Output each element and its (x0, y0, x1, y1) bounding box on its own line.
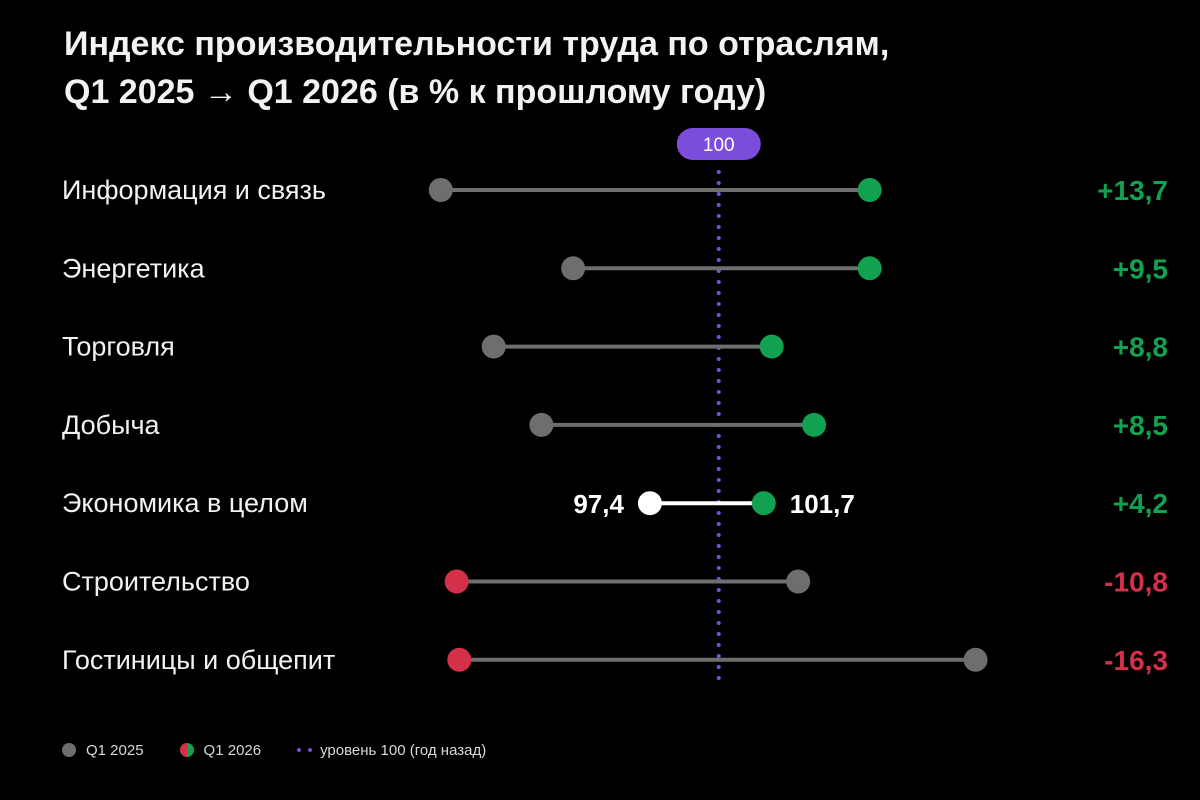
q2025-point (637, 491, 662, 516)
q2026-point (751, 491, 776, 516)
q2026-point (759, 334, 784, 359)
legend-q2025-marker (62, 743, 76, 757)
legend-item-level: уровень 100 (год назад) (297, 742, 486, 759)
legend-q2025-label: Q1 2025 (86, 741, 144, 759)
legend-q2026-label: Q1 2026 (203, 741, 262, 759)
category-label: Строительство (62, 567, 250, 597)
q2026-point (444, 569, 469, 594)
legend: Q1 2025 Q1 2026 уровень 100 (год назад) (62, 738, 522, 762)
legend-level-marker (297, 748, 313, 752)
change-value: +13,7 (1097, 175, 1168, 206)
q2025-point (786, 569, 811, 594)
chart-title: Индекс производительности труда по отрас… (64, 20, 1144, 116)
change-value: +9,5 (1113, 253, 1168, 284)
legend-item-q2026: Q1 2026 (179, 741, 262, 759)
q2026-point (857, 178, 882, 202)
change-value: -16,3 (1104, 645, 1168, 676)
q2025-point (561, 256, 586, 281)
category-label: Добыча (62, 410, 161, 440)
category-label: Гостиницы и общепит (62, 645, 335, 675)
legend-level-label: уровень 100 (год назад) (320, 741, 487, 759)
q2025-point (963, 647, 988, 672)
chart-title-line-1: Индекс производительности труда по отрас… (64, 25, 890, 63)
change-value: -10,8 (1104, 567, 1168, 598)
category-label: Информация и связь (62, 175, 326, 205)
q2026-data-label: 101,7 (790, 489, 855, 519)
chart-title-line-2: Q1 2025 → Q1 2026 (в % к прошлому году) (64, 73, 767, 111)
legend-q2026-marker (179, 743, 194, 757)
category-label: Экономика в целом (62, 488, 308, 518)
change-value: +8,5 (1113, 410, 1168, 441)
reference-label: 100 (703, 135, 735, 156)
category-label: Торговля (62, 332, 175, 362)
q2026-point (857, 256, 882, 281)
q2026-point (447, 647, 472, 672)
q2025-point (481, 334, 506, 359)
category-label: Энергетика (62, 253, 206, 283)
q2025-point (529, 412, 554, 437)
q2025-point (428, 178, 453, 202)
reference-label-pill (676, 128, 761, 160)
change-value: +8,8 (1113, 332, 1168, 363)
q2026-point (802, 412, 827, 437)
q2025-data-label: 97,4 (573, 489, 624, 519)
change-value: +4,2 (1113, 488, 1168, 519)
legend-item-q2025: Q1 2025 (62, 742, 144, 759)
